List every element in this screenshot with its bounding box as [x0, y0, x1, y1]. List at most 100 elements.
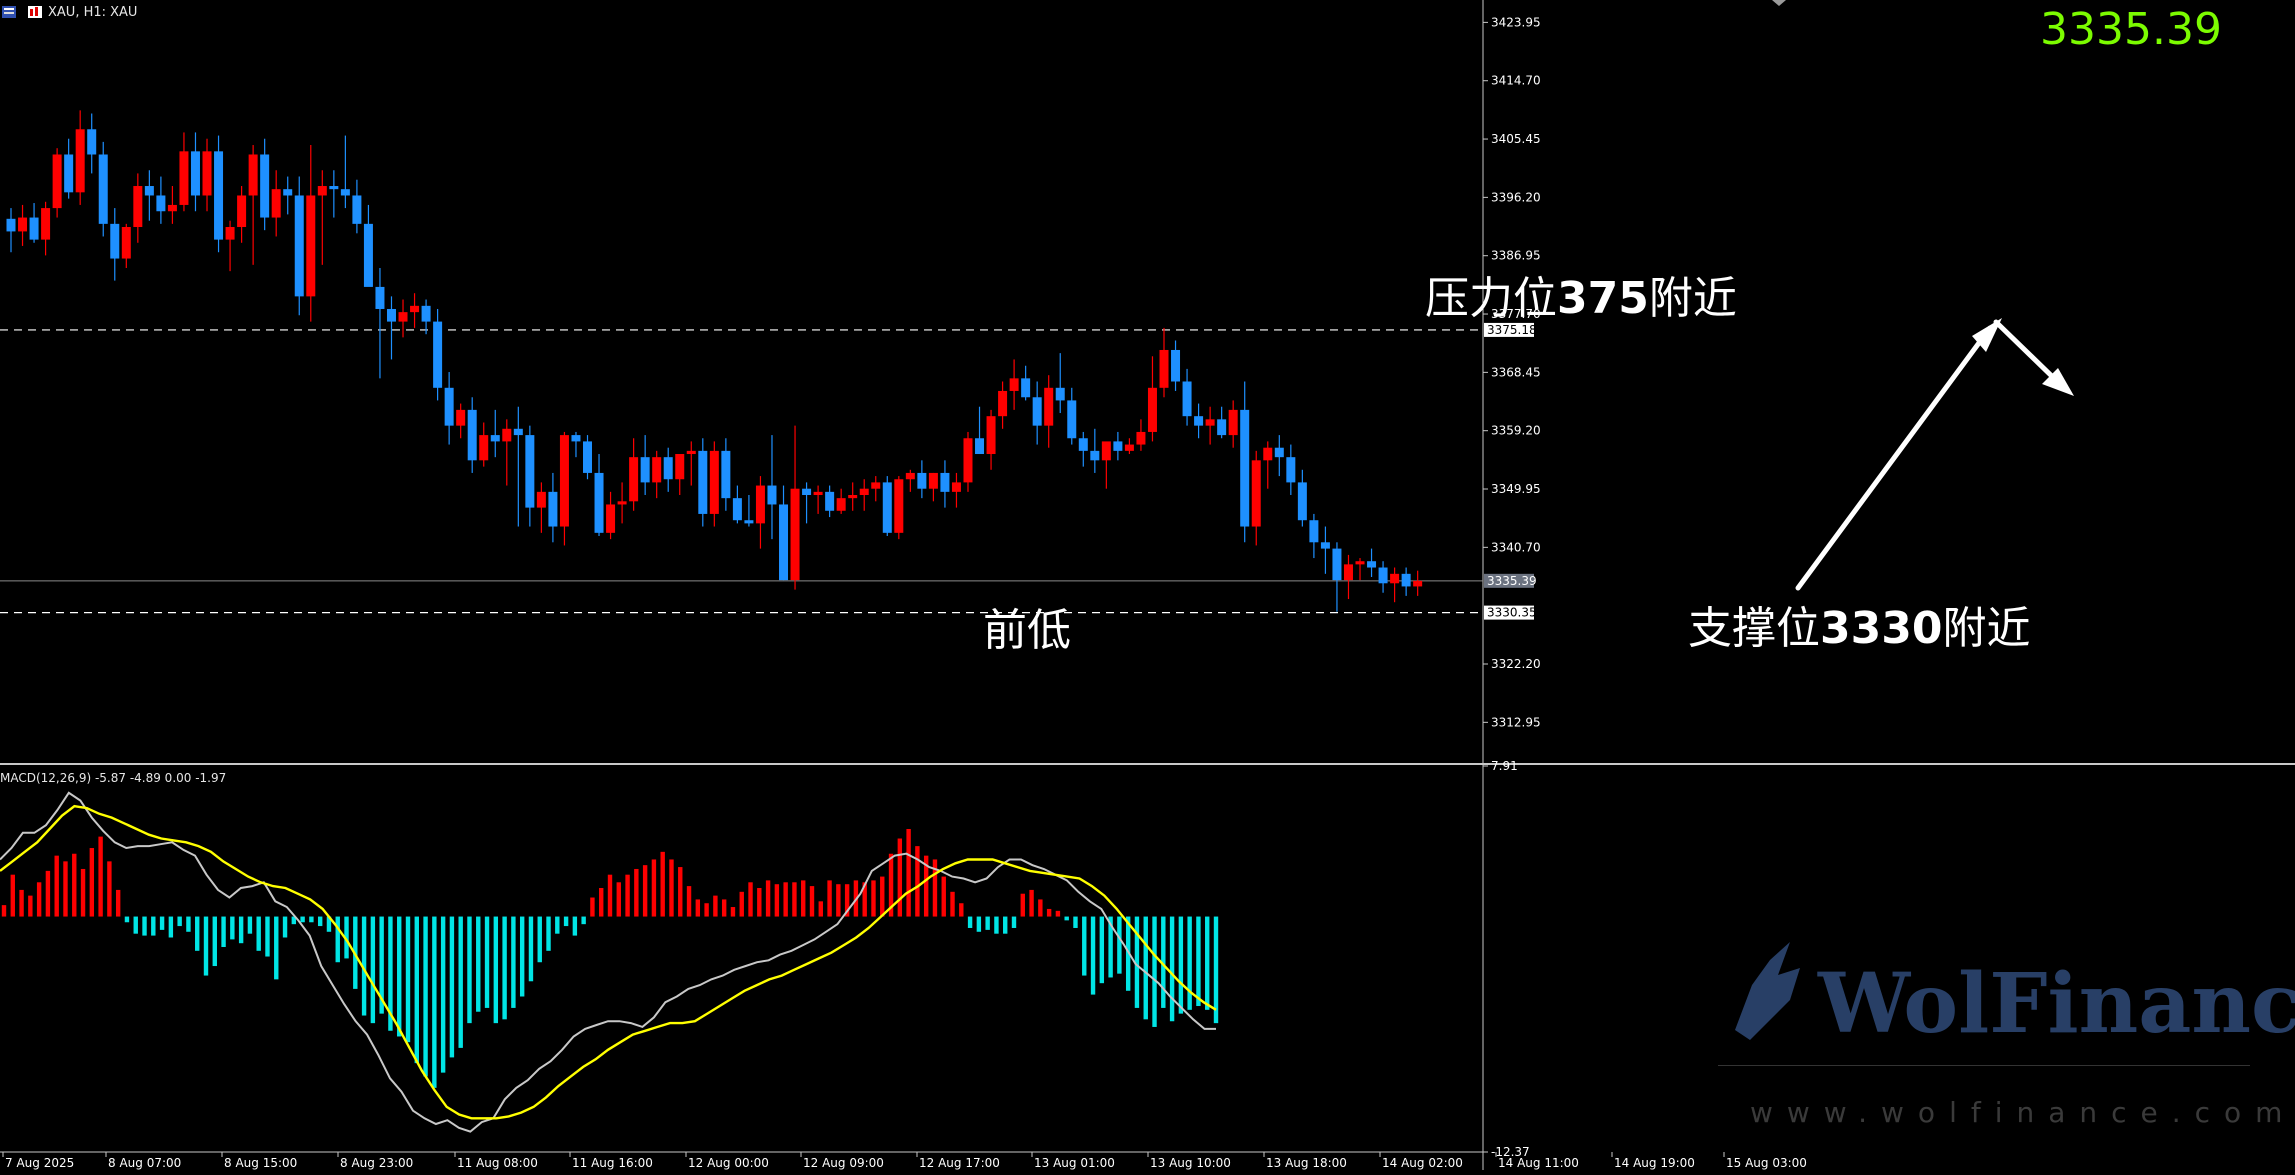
candle-bullish	[951, 482, 961, 492]
watermark-url: www.wolfinance.com	[1750, 1096, 2295, 1129]
macd-histogram-bar-negative	[177, 916, 182, 927]
macd-histogram-bar-negative	[476, 916, 481, 1012]
macd-histogram-bar-positive	[923, 855, 929, 917]
price-tick-label: 3368.45	[1491, 365, 1541, 379]
macd-histogram-bar-negative	[282, 916, 288, 938]
candle-bearish	[329, 186, 339, 190]
macd-histogram-bar-negative	[370, 916, 376, 1024]
candle-bearish	[283, 189, 293, 196]
time-tick-label: 12 Aug 09:00	[803, 1156, 884, 1170]
macd-histogram-bar-positive	[730, 907, 736, 917]
price-tag-box	[1484, 322, 1534, 337]
macd-histogram-bar-positive	[950, 891, 955, 917]
candle-bearish	[744, 520, 754, 524]
macd-histogram-bar-negative	[555, 916, 560, 934]
macd-histogram-bar-negative	[309, 916, 314, 923]
candle-bearish	[1309, 520, 1319, 543]
macd-histogram-bar-positive	[897, 838, 903, 917]
watermark-logo-icon	[1735, 942, 1800, 1040]
macd-histogram-bar-negative	[151, 916, 156, 936]
last-price-large: 3335.39	[2040, 4, 2222, 55]
macd-histogram-bar-negative	[493, 916, 499, 1024]
candle-bearish	[1171, 349, 1181, 382]
macd-histogram-bar-negative	[414, 916, 419, 1064]
candle-bullish	[1263, 447, 1273, 461]
macd-histogram-bar-negative	[519, 916, 525, 997]
macd-histogram-bar-negative	[967, 916, 973, 928]
candle-bearish	[1320, 542, 1330, 549]
price-tick-label: 3405.45	[1491, 132, 1541, 146]
candle-bullish	[536, 491, 546, 508]
price-tag-label: 3330.35	[1487, 606, 1537, 620]
macd-histogram-bar-negative	[133, 916, 138, 934]
macd-histogram-bar-positive	[669, 859, 674, 917]
support-annotation: 支撑位3330附近	[1688, 592, 2030, 656]
candle-bearish	[340, 189, 350, 196]
macd-histogram-bar-negative	[1187, 916, 1192, 1010]
candle-bullish	[1355, 561, 1365, 565]
macd-histogram-bar-negative	[1082, 916, 1087, 976]
macd-histogram-bar-positive	[678, 867, 683, 917]
macd-histogram-bar-negative	[484, 916, 490, 1008]
candle-bearish	[548, 491, 558, 527]
macd-histogram-bar-negative	[1152, 916, 1157, 1027]
chart-menu-icon[interactable]	[2, 6, 16, 18]
previous-low-annotation: 前低	[983, 605, 1071, 656]
macd-histogram-bar-negative	[1205, 916, 1210, 1010]
candle-bearish	[640, 457, 650, 483]
macd-histogram-bar-negative	[388, 916, 393, 1031]
macd-histogram-bar-negative	[212, 916, 217, 967]
candle-bullish	[1009, 378, 1019, 391]
macd-histogram-bar-positive	[607, 874, 613, 917]
price-tick-label: 3322.20	[1491, 657, 1541, 671]
candle-bearish	[1217, 419, 1227, 436]
candle-bearish	[467, 409, 477, 461]
candle-bullish	[1101, 441, 1111, 461]
candle-bearish	[110, 223, 120, 259]
macd-histogram-bar-positive	[686, 886, 692, 917]
watermark-brand: WolFinance	[1818, 956, 2295, 1052]
price-tick-label: 3386.95	[1491, 249, 1541, 263]
time-tick-label: 7 Aug 2025	[5, 1156, 74, 1170]
projection-arrows	[1795, 318, 2074, 591]
macd-histogram-bar-positive	[862, 882, 867, 917]
macd-tick-label: -12.37	[1491, 1145, 1530, 1159]
candle-bearish	[1113, 441, 1123, 451]
macd-histogram-bar-negative	[238, 916, 244, 944]
candle-bearish	[594, 472, 604, 533]
macd-histogram-bar-negative	[1213, 916, 1219, 1024]
macd-histogram-bar-negative	[985, 916, 990, 930]
macd-histogram-bar-positive	[1055, 910, 1061, 917]
time-tick-label: 12 Aug 17:00	[919, 1156, 1000, 1170]
macd-main-line	[0, 791, 1216, 1133]
macd-histogram-bar-positive	[915, 846, 920, 917]
symbol-label: XAU, H1: XAU	[48, 4, 138, 20]
candle-bearish	[1090, 450, 1100, 461]
macd-histogram-bar-negative	[1196, 916, 1201, 1007]
macd-histogram-bar-positive	[801, 880, 806, 917]
price-tick-label: 3396.20	[1491, 190, 1541, 204]
candle-bullish	[1159, 349, 1169, 388]
macd-histogram-bar-negative	[458, 916, 463, 1048]
price-tick-label: 3312.95	[1491, 715, 1541, 729]
candle-bullish	[18, 217, 28, 232]
macd-histogram-bar-negative	[1064, 916, 1069, 921]
candle-bullish	[928, 472, 938, 489]
macd-histogram-bar-negative	[1011, 916, 1017, 928]
candle-bullish	[1343, 564, 1353, 581]
arrow-down-head	[2042, 368, 2074, 396]
macd-histogram-bar-negative	[186, 916, 191, 932]
macd-histogram-bar-negative	[405, 916, 411, 1043]
time-tick-label: 13 Aug 18:00	[1266, 1156, 1347, 1170]
macd-histogram-bar-negative	[397, 916, 402, 1037]
macd-histogram-bar-negative	[1108, 916, 1113, 978]
candle-bullish	[237, 195, 247, 228]
macd-histogram-bar-positive	[739, 891, 744, 917]
candle-bullish	[836, 498, 846, 511]
candle-bearish	[825, 491, 835, 511]
macd-histogram-bar-positive	[836, 884, 841, 917]
candle-bearish	[98, 154, 108, 224]
candle-bullish	[629, 457, 639, 502]
macd-histogram-bar-positive	[932, 859, 938, 917]
